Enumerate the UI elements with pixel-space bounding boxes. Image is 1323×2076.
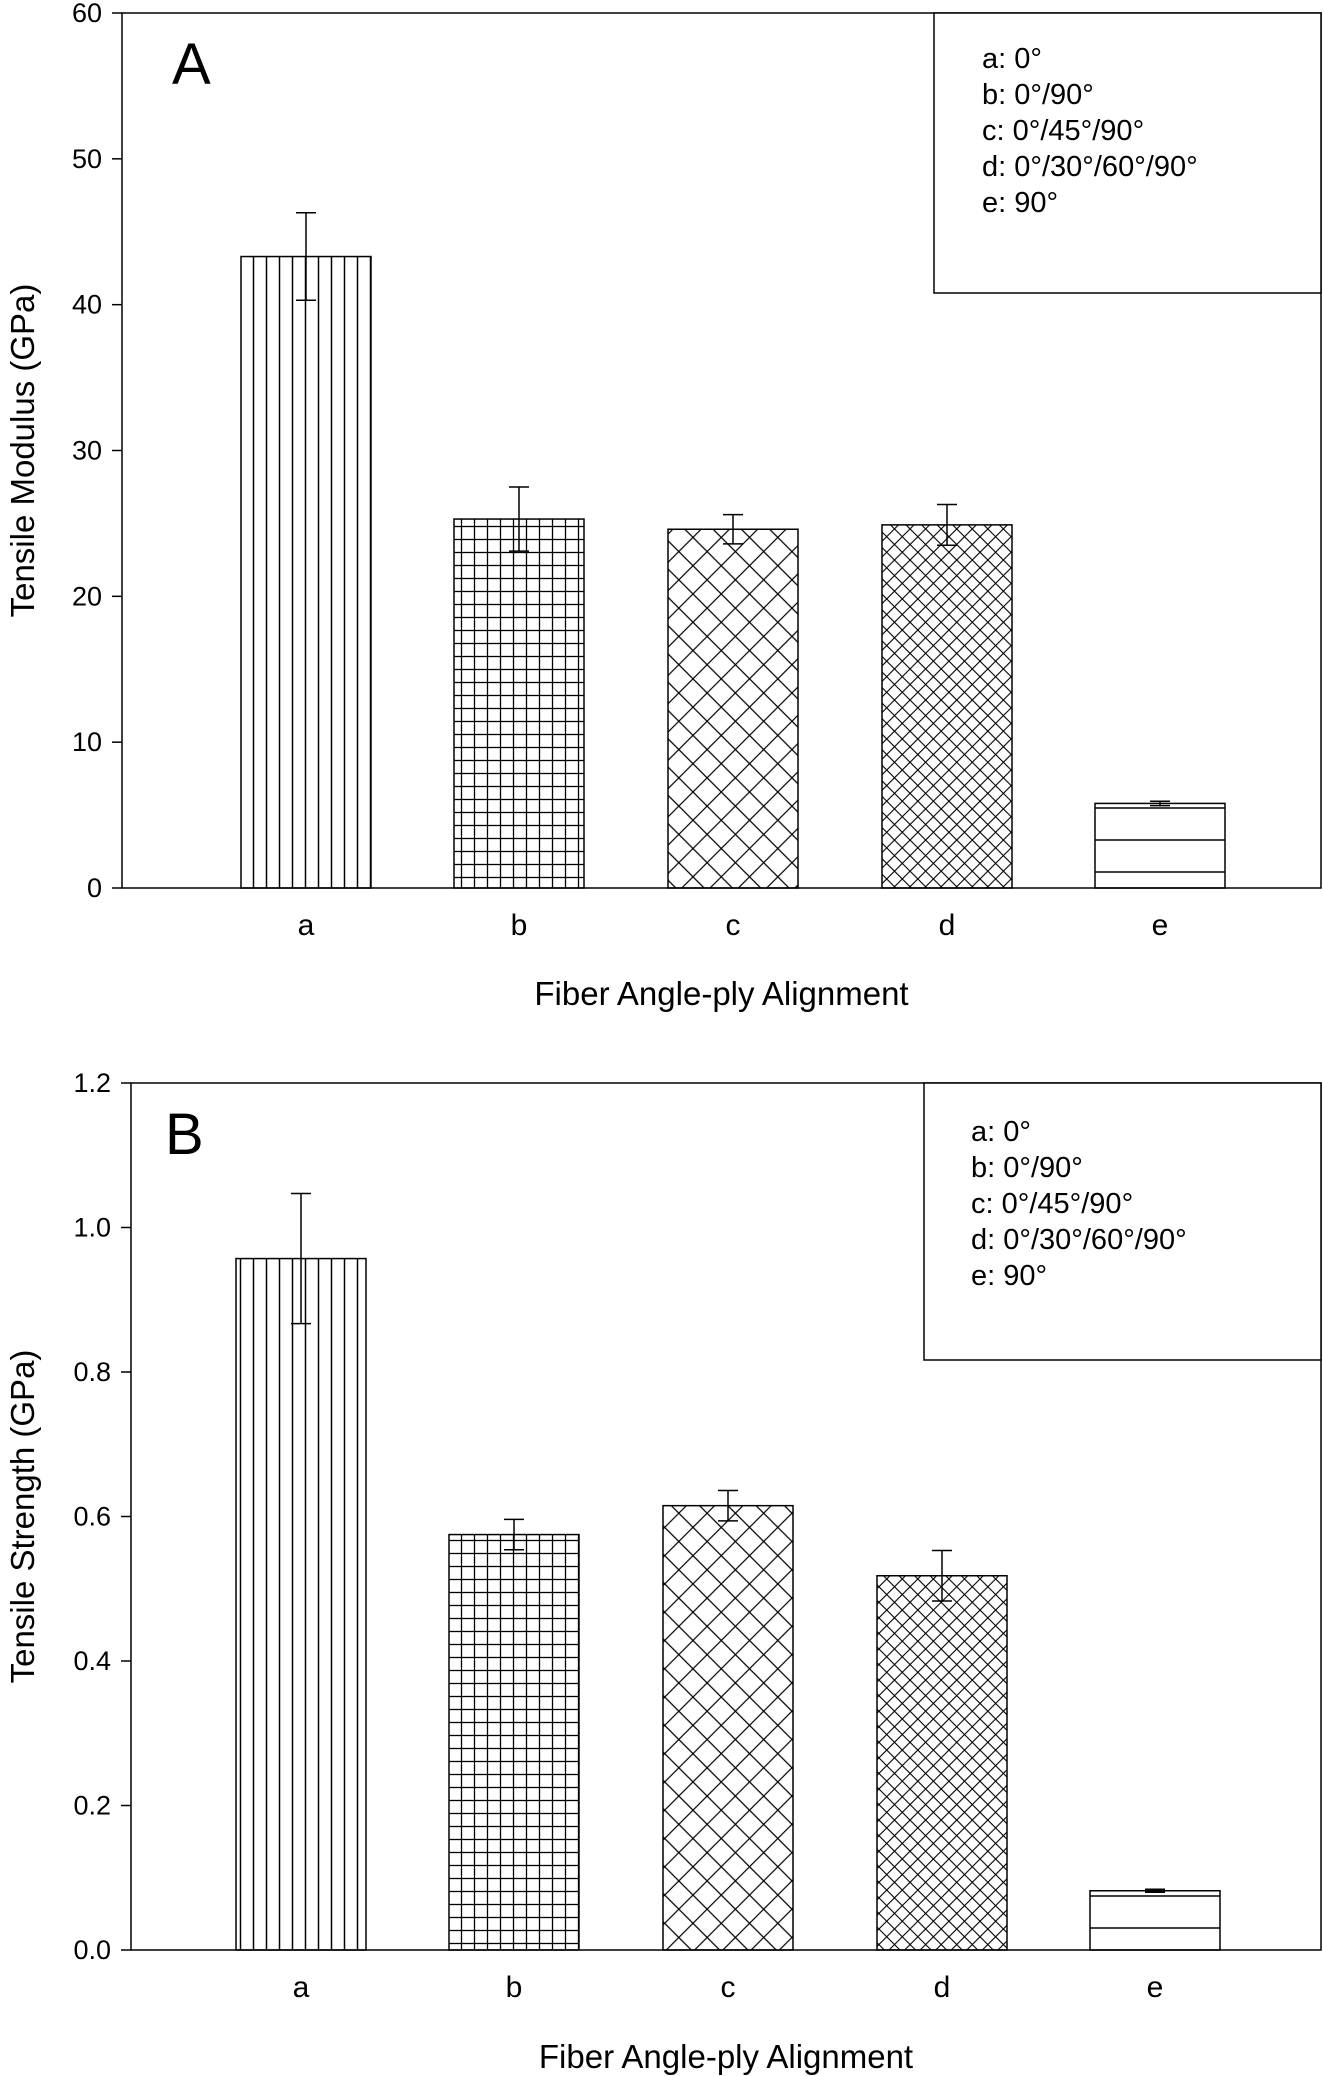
x-axis-label: Fiber Angle-ply Alignment	[534, 975, 908, 1012]
y-tick-label: 0.6	[73, 1502, 111, 1532]
panel-label: A	[172, 32, 211, 97]
legend: a: 0° b: 0°/90° c: 0°/45°/90° d: 0°/30°/60°…	[923, 1082, 1322, 1361]
y-tick-label: 0.8	[73, 1357, 111, 1387]
x-tick-label-b: b	[511, 909, 528, 942]
error-bar-e	[1150, 800, 1170, 807]
x-tick-label-d: d	[939, 909, 956, 942]
y-tick-label: 1.0	[73, 1213, 111, 1243]
bar-c	[667, 528, 799, 889]
x-tick-label-e: e	[1147, 1971, 1164, 2004]
error-bar-b	[509, 486, 529, 552]
y-tick-label: 0.2	[73, 1791, 111, 1821]
chart-panel-b: 0.0 0.2 0.4 0.6 0.8 1.0 1.2 a b c d e Fiber Angle-pl…	[4, 1068, 1322, 2075]
legend-entry-a: a: 0°	[982, 43, 1042, 75]
bar-e	[1094, 802, 1226, 889]
x-tick-label-c: c	[726, 909, 741, 942]
legend-entry-d: d: 0°/30°/60°/90°	[971, 1224, 1187, 1256]
y-tick-label: 20	[72, 581, 102, 611]
x-tick-label-b: b	[506, 1971, 523, 2004]
error-bar-a	[291, 1192, 311, 1325]
legend-box	[923, 1082, 1322, 1361]
legend-entry-b: b: 0°/90°	[982, 79, 1094, 111]
x-tick-label-a: a	[293, 1971, 310, 2004]
legend: a: 0° b: 0°/90° c: 0°/45°/90° d: 0°/30°/60°…	[933, 12, 1322, 294]
y-tick-label: 60	[72, 0, 102, 28]
legend-entry-b: b: 0°/90°	[971, 1152, 1083, 1184]
y-tick-label: 30	[72, 436, 102, 466]
error-bar-d	[937, 503, 957, 547]
x-axis-label: Fiber Angle-ply Alignment	[539, 2038, 913, 2075]
y-tick-label: 0.4	[73, 1646, 111, 1676]
chart-panel-a: 0 10 20 30 40 50 60 a b c d e Fiber Angle-ply Alignm…	[4, 0, 1322, 1012]
bar-d	[876, 1574, 1008, 1951]
bar-b	[448, 1533, 580, 1951]
y-tick-label: 1.2	[73, 1068, 111, 1098]
y-axis-label: Tensile Strength (GPa)	[4, 1350, 41, 1684]
bar-d	[881, 524, 1013, 889]
legend-entry-c: c: 0°/45°/90°	[982, 115, 1144, 147]
x-tick-label-d: d	[934, 1971, 951, 2004]
legend-box	[933, 12, 1322, 294]
legend-entry-c: c: 0°/45°/90°	[971, 1188, 1133, 1220]
bar-a	[240, 255, 372, 889]
error-bar-c	[723, 513, 743, 545]
legend-entry-a: a: 0°	[971, 1116, 1031, 1148]
x-tick-label-a: a	[298, 909, 315, 942]
bar-c	[662, 1504, 794, 1951]
y-tick-label: 50	[72, 144, 102, 174]
error-bar-b	[504, 1518, 524, 1551]
bar-e	[1089, 1890, 1221, 1951]
legend-entry-e: e: 90°	[982, 187, 1058, 219]
y-axis-label: Tensile Modulus (GPa)	[4, 284, 41, 618]
y-tick-label: 0	[87, 873, 102, 903]
y-tick-label: 0.0	[73, 1935, 111, 1965]
y-tick-label: 10	[72, 727, 102, 757]
panel-label: B	[165, 1102, 204, 1167]
bar-b	[453, 518, 585, 889]
error-bar-e	[1145, 1888, 1165, 1893]
x-tick-label-e: e	[1152, 909, 1169, 942]
error-bar-c	[718, 1489, 738, 1522]
y-tick-label: 40	[72, 290, 102, 320]
legend-entry-d: d: 0°/30°/60°/90°	[982, 151, 1198, 183]
x-tick-label-c: c	[721, 1971, 736, 2004]
legend-entry-e: e: 90°	[971, 1260, 1047, 1292]
bar-a	[235, 1257, 367, 1951]
error-bar-d	[932, 1549, 952, 1602]
error-bar-a	[296, 212, 316, 302]
